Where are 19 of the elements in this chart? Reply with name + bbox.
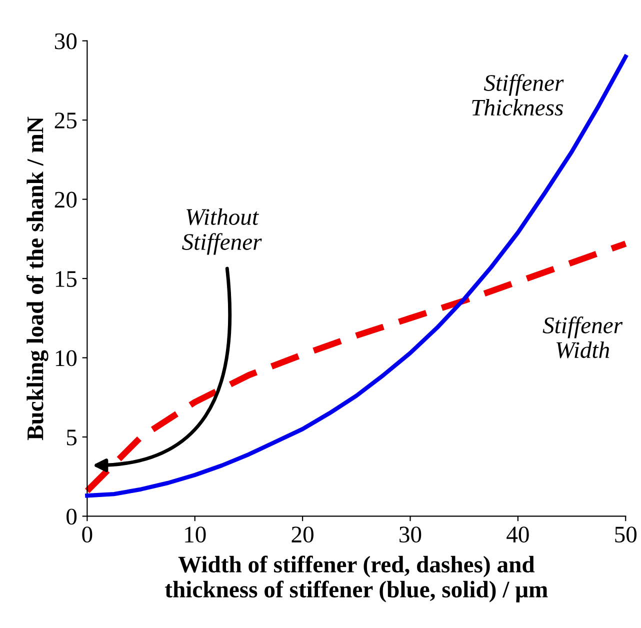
x-tick-label: 10 xyxy=(185,526,206,543)
y-tick-label: 0 xyxy=(66,508,77,525)
x-axis-title: Width of stiffener (red, dashes) and thickness of stiffener (blue, solid) / μm xyxy=(165,556,548,602)
x-tick-label: 20 xyxy=(292,526,314,543)
series-label: Stiffener Thickness xyxy=(472,74,564,116)
y-tick-label: 10 xyxy=(56,350,77,366)
y-tick-label: 30 xyxy=(54,33,77,50)
y-axis-title: Buckling load of the shank / mN xyxy=(26,116,48,440)
series-label: Stiffener Width xyxy=(542,316,623,358)
line-series xyxy=(85,54,628,498)
y-tick-label: 25 xyxy=(54,112,77,128)
y-tick-label: 20 xyxy=(54,192,77,208)
x-tick-label: 50 xyxy=(615,526,637,543)
x-tick-label: 30 xyxy=(400,526,422,543)
x-tick-label: 40 xyxy=(506,526,529,543)
annotation: Without Stiffener xyxy=(182,208,262,255)
y-tick-label: 5 xyxy=(67,430,77,446)
x-tick-label: 0 xyxy=(82,526,92,543)
y-tick-label: 15 xyxy=(56,271,77,287)
